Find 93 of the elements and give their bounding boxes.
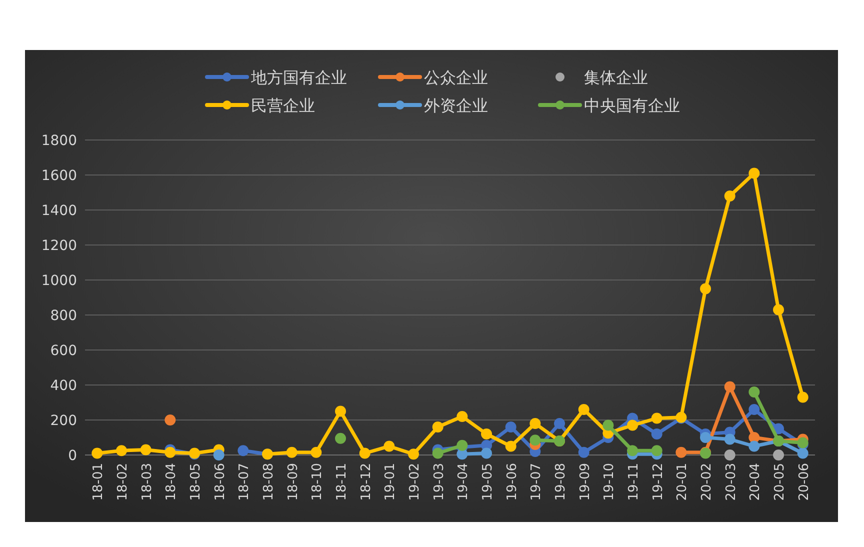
y-tick-label: 1000 bbox=[41, 273, 77, 289]
x-tick-label: 19-05 bbox=[480, 463, 496, 501]
x-tick-label: 18-10 bbox=[310, 463, 326, 501]
y-tick-label: 0 bbox=[68, 448, 77, 464]
x-tick-label: 18-01 bbox=[91, 463, 106, 501]
x-tick-label: 20-02 bbox=[700, 463, 714, 501]
legend-label: 公众企业 bbox=[424, 68, 488, 87]
point bbox=[578, 446, 590, 458]
point bbox=[627, 445, 638, 456]
point bbox=[676, 446, 687, 458]
point bbox=[602, 420, 614, 431]
point bbox=[432, 448, 444, 459]
legend-label: 集体企业 bbox=[584, 68, 648, 87]
point bbox=[530, 434, 541, 446]
x-tick-label: 19-02 bbox=[408, 463, 422, 501]
x-tick-label: 20-06 bbox=[796, 463, 812, 501]
x-tick-label: 18-03 bbox=[140, 463, 155, 501]
point bbox=[456, 411, 468, 422]
point bbox=[748, 404, 760, 415]
legend-label: 中央国有企业 bbox=[584, 96, 680, 115]
point bbox=[578, 404, 590, 415]
point bbox=[481, 448, 492, 459]
x-tick-label: 19-07 bbox=[529, 463, 544, 501]
point bbox=[432, 422, 444, 432]
point bbox=[164, 446, 176, 458]
point bbox=[651, 445, 662, 456]
point bbox=[505, 440, 516, 452]
point bbox=[286, 446, 298, 458]
point bbox=[797, 448, 808, 459]
y-tick-label: 1600 bbox=[41, 168, 77, 184]
point bbox=[140, 444, 152, 456]
point bbox=[797, 392, 808, 403]
x-tick-label: 20-05 bbox=[772, 463, 788, 501]
y-tick-label: 800 bbox=[50, 308, 77, 324]
x-tick-label: 19-04 bbox=[456, 463, 472, 501]
point bbox=[554, 418, 565, 429]
point bbox=[700, 283, 711, 294]
x-tick-label: 18-11 bbox=[334, 463, 350, 501]
x-tick-label: 18-12 bbox=[358, 463, 374, 501]
point bbox=[530, 418, 541, 429]
point bbox=[92, 448, 103, 459]
x-tick-label: 19-11 bbox=[626, 463, 642, 501]
point bbox=[651, 428, 662, 440]
point bbox=[773, 450, 784, 460]
point bbox=[724, 450, 736, 460]
legend-label: 民营企业 bbox=[251, 96, 315, 115]
point bbox=[164, 414, 176, 426]
point bbox=[481, 428, 492, 440]
x-tick-label: 19-08 bbox=[554, 463, 568, 501]
point bbox=[310, 446, 322, 458]
y-tick-label: 400 bbox=[50, 378, 77, 394]
y-tick-label: 1400 bbox=[41, 203, 77, 219]
point bbox=[748, 386, 760, 398]
point bbox=[627, 420, 638, 431]
point bbox=[116, 445, 127, 456]
x-tick-label: 18-06 bbox=[212, 463, 228, 501]
point bbox=[359, 448, 370, 459]
point bbox=[408, 448, 419, 460]
point bbox=[213, 450, 224, 460]
y-tick-label: 1200 bbox=[41, 238, 77, 254]
legend-label: 地方国有企业 bbox=[250, 68, 347, 87]
x-tick-label: 19-03 bbox=[432, 463, 447, 501]
point bbox=[335, 406, 346, 417]
point bbox=[748, 440, 760, 452]
x-tick-label: 19-01 bbox=[383, 463, 398, 501]
point bbox=[238, 445, 249, 456]
x-tick-label: 19-10 bbox=[602, 463, 618, 501]
point bbox=[748, 168, 760, 179]
x-tick-label: 18-04 bbox=[164, 463, 180, 501]
point bbox=[773, 304, 784, 316]
point bbox=[335, 432, 346, 444]
x-tick-label: 19-09 bbox=[578, 463, 593, 501]
x-tick-label: 20-04 bbox=[748, 463, 764, 501]
y-tick-label: 200 bbox=[50, 413, 77, 429]
legend-label: 外资企业 bbox=[424, 96, 488, 115]
point bbox=[724, 434, 736, 445]
point bbox=[724, 381, 736, 392]
x-tick-label: 19-12 bbox=[650, 463, 666, 501]
y-tick-label: 1800 bbox=[41, 133, 77, 149]
x-tick-label: 18-08 bbox=[262, 463, 276, 501]
point bbox=[505, 422, 516, 432]
point bbox=[651, 412, 662, 424]
x-tick-label: 18-07 bbox=[237, 463, 252, 501]
x-tick-label: 18-02 bbox=[116, 463, 130, 501]
x-tick-label: 18-05 bbox=[188, 463, 204, 501]
point bbox=[700, 432, 711, 443]
x-tick-label: 20-03 bbox=[724, 463, 739, 501]
point bbox=[724, 190, 736, 202]
x-tick-label: 19-06 bbox=[504, 463, 520, 501]
x-tick-label: 20-01 bbox=[675, 463, 690, 501]
point bbox=[384, 440, 395, 452]
x-tick-label: 18-09 bbox=[286, 463, 301, 501]
y-tick-label: 600 bbox=[50, 343, 77, 359]
